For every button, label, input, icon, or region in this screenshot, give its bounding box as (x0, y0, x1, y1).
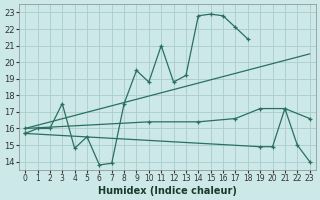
X-axis label: Humidex (Indice chaleur): Humidex (Indice chaleur) (98, 186, 237, 196)
